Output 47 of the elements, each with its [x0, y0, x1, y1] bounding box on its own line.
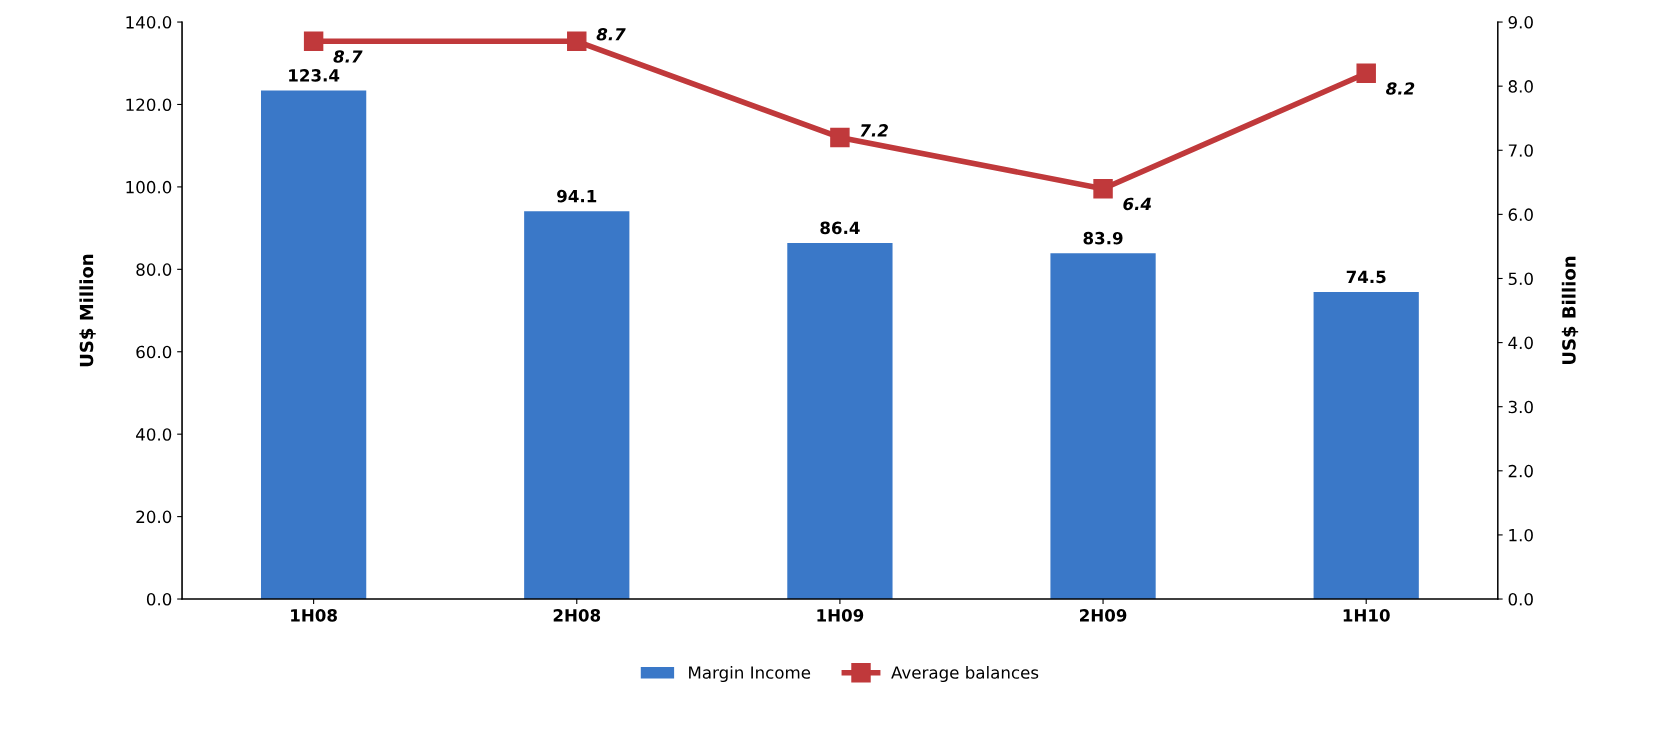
data-label: 8.2 — [1386, 82, 1415, 95]
x-tick-label: 1H08 — [291, 609, 337, 622]
y2-axis-title: US$ Billion — [1561, 256, 1579, 365]
y2-tick-label: 1.0 — [1509, 528, 1533, 542]
data-label: 94.1 — [557, 189, 597, 203]
data-label: 123.4 — [289, 69, 340, 82]
y2-tick-label: 2.0 — [1508, 464, 1533, 478]
bar — [787, 242, 893, 600]
y-tick-label: 40.0 — [136, 428, 172, 441]
data-label: 8.7 — [333, 50, 363, 63]
y2-tick-label: 7.0 — [1508, 144, 1533, 157]
bar — [1050, 253, 1156, 600]
x-tick-label: 1H10 — [1343, 609, 1390, 622]
data-label: 74.5 — [1346, 270, 1386, 284]
y-tick-label: 140.0 — [126, 16, 172, 29]
y-tick-label: 0.0 — [146, 592, 172, 606]
y2-tick-label: 9.0 — [1508, 16, 1533, 29]
bar — [1313, 291, 1419, 600]
y2-tick-label: 0.0 — [1508, 592, 1533, 606]
y-axis-title: US$ Million — [79, 254, 96, 367]
bar — [260, 90, 367, 600]
y-tick-label: 60.0 — [136, 345, 172, 359]
point — [567, 31, 587, 52]
data-label: 83.9 — [1083, 231, 1123, 245]
data-label: 7.2 — [860, 124, 888, 137]
y2-tick-label: 6.0 — [1508, 208, 1533, 221]
y-tick-label: 100.0 — [126, 180, 172, 194]
legend-label: Margin Income — [689, 665, 811, 683]
y2-tick-label: 8.0 — [1508, 80, 1533, 93]
y2-tick-label: 5.0 — [1508, 272, 1533, 286]
y-tick-label: 20.0 — [136, 510, 172, 524]
data-label: 6.4 — [1123, 197, 1152, 211]
point — [303, 31, 324, 52]
x-tick-label: 1H09 — [817, 609, 864, 622]
y-tick-label: 120.0 — [126, 98, 172, 112]
bar — [524, 211, 630, 600]
y-tick-label: 80.0 — [136, 263, 172, 276]
data-label: 8.7 — [596, 27, 626, 41]
x-tick-label: 2H09 — [1080, 609, 1127, 622]
y2-tick-label: 3.0 — [1508, 400, 1533, 414]
x-tick-label: 2H08 — [553, 609, 601, 622]
point — [1093, 179, 1113, 199]
legend-label: Average balances — [891, 665, 1039, 683]
point — [1356, 63, 1376, 84]
data-label: 86.4 — [820, 221, 860, 235]
y2-tick-label: 4.0 — [1508, 336, 1533, 350]
point — [830, 127, 850, 148]
